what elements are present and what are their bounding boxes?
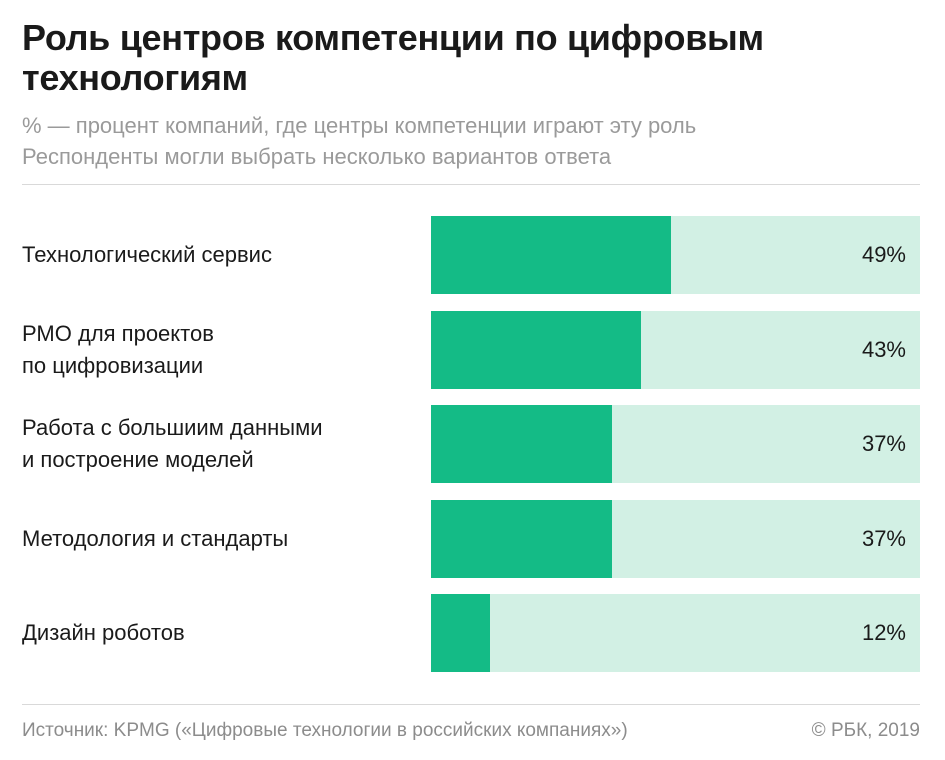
bar-value-label: 37% [861,431,906,456]
category-label: РМО для проектов по цифровизации [22,311,412,389]
category-label-line: Технологический сервис [22,242,272,267]
bar-row: Работа с большиим данными и построение мо… [0,405,945,483]
category-label-line: и построение моделей [22,447,254,472]
copyright-note: © РБК, 2019 [811,720,920,741]
bar-track: 37% [431,500,920,578]
bar-row: РМО для проектов по цифровизации 43% [0,311,945,389]
bar-value-label: 43% [861,337,906,362]
bar [431,594,490,672]
chart-title: Роль центров компетенции по цифровым тех… [22,17,764,98]
bar [431,311,642,389]
source-note: Источник: KPMG («Цифровые технологии в р… [22,720,628,741]
bar-track: 49% [431,216,920,294]
category-label-line: по цифровизации [22,353,204,378]
bar-value-label: 12% [861,620,906,645]
bottom-divider [22,704,920,705]
category-label: Работа с большиим данными и построение мо… [22,405,412,483]
bar-row: Дизайн роботов 12% [0,594,945,672]
category-label: Дизайн роботов [22,594,412,672]
category-label-line: Дизайн роботов [22,620,185,645]
category-label-line: Работа с большиим данными [22,415,323,440]
bar-value-label: 49% [861,242,906,267]
bar-track: 12% [431,594,920,672]
chart-subtitle: % — процент компаний, где центры компете… [22,110,922,172]
bar-value-label: 37% [861,526,906,551]
bar [431,500,612,578]
bar [431,216,671,294]
bar [431,405,612,483]
category-label-line: Методология и стандарты [22,526,289,551]
bar-row: Технологический сервис 49% [0,216,945,294]
bar-row: Методология и стандарты 37% [0,500,945,578]
category-label: Технологический сервис [22,216,412,294]
subtitle-line-1: % — процент компаний, где центры компете… [22,113,697,138]
top-divider [22,184,920,185]
bar-track: 37% [431,405,920,483]
bar-track: 43% [431,311,920,389]
category-label: Методология и стандарты [22,500,412,578]
subtitle-line-2: Респонденты могли выбрать несколько вари… [22,144,612,169]
category-label-line: РМО для проектов [22,321,214,346]
